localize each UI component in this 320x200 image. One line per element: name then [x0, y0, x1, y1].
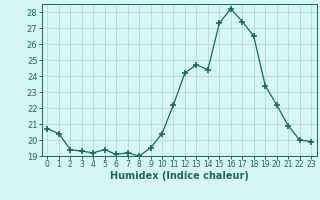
X-axis label: Humidex (Indice chaleur): Humidex (Indice chaleur) — [110, 171, 249, 181]
